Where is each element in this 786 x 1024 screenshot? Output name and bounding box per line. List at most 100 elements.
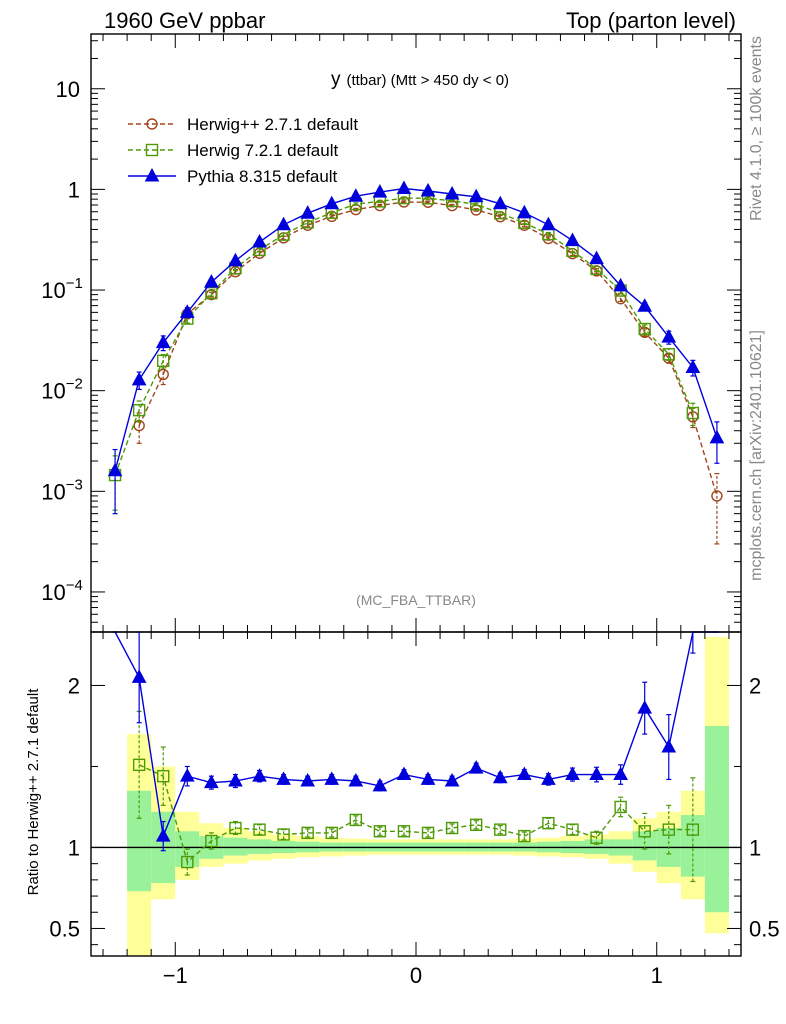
main-series-layer — [107, 180, 725, 545]
data-point-0 — [445, 821, 459, 835]
data-point-1 — [662, 348, 675, 361]
data-point-0 — [518, 829, 531, 843]
data-point-1 — [541, 771, 556, 785]
series-0 — [133, 196, 723, 545]
data-point-2 — [276, 216, 291, 231]
data-point-2 — [541, 216, 556, 231]
ratio-ytick-label-left-1: 1 — [68, 835, 80, 860]
data-point-1 — [132, 403, 146, 417]
data-point-1 — [492, 769, 508, 784]
data-point-2 — [709, 429, 725, 444]
data-point-1 — [155, 828, 171, 842]
data-point-1 — [661, 738, 677, 753]
main-ytick-label-5: 10 — [56, 77, 80, 102]
data-point-2 — [324, 195, 340, 210]
series-0 — [132, 710, 700, 883]
data-point-2 — [468, 188, 484, 203]
main-title: y (ttbar) (Mtt > 450 dy < 0) — [331, 69, 509, 90]
data-point-0 — [325, 826, 338, 840]
data-point-2 — [300, 205, 316, 219]
data-point-1 — [205, 287, 218, 300]
series-line-1 — [114, 197, 694, 476]
data-point-2 — [131, 371, 147, 386]
data-point-0 — [253, 823, 266, 836]
data-point-1 — [276, 771, 291, 785]
ratio-ytick-label-left-2: 2 — [68, 673, 80, 698]
data-point-2 — [637, 298, 653, 312]
main-ytick-base: 10 — [41, 580, 65, 605]
main-ytick-label-3: 10−1 — [41, 275, 83, 303]
band-green — [247, 839, 272, 854]
data-point-1 — [348, 772, 364, 787]
data-point-0 — [301, 826, 314, 840]
data-point-0 — [614, 800, 627, 814]
ratio-ylabel: Ratio to Herwig++ 2.7.1 default — [25, 688, 42, 896]
data-point-2 — [444, 185, 460, 200]
data-point-2 — [252, 233, 267, 248]
main-ytick-label-0: 10−4 — [41, 577, 83, 605]
data-point-0 — [132, 758, 146, 772]
data-point-0 — [494, 823, 507, 836]
main-ytick-exp: −3 — [66, 476, 83, 493]
data-point-1 — [686, 406, 700, 420]
data-point-1 — [324, 771, 340, 785]
legend-marker-0 — [146, 118, 158, 130]
ratio-xtick-label-0: −1 — [163, 963, 188, 988]
data-point-2 — [155, 334, 171, 349]
series-1 — [108, 191, 700, 511]
legend: Herwig++ 2.7.1 default Herwig 7.2.1 defau… — [128, 115, 358, 186]
data-point-2 — [420, 182, 436, 197]
series-2 — [107, 180, 725, 515]
legend-label-1: Herwig 7.2.1 default — [187, 141, 338, 160]
header-right: Top (parton level) — [566, 8, 736, 33]
data-point-0 — [373, 825, 387, 838]
data-point-2 — [228, 252, 243, 267]
main-ytick-exp: −2 — [66, 376, 83, 393]
legend-marker-2 — [144, 167, 160, 182]
data-point-2 — [372, 184, 388, 198]
data-point-1 — [468, 760, 484, 774]
data-point-2 — [589, 250, 604, 265]
data-point-1 — [300, 772, 316, 787]
data-point-1 — [396, 766, 412, 781]
data-point-2 — [107, 462, 123, 477]
data-point-0 — [590, 831, 603, 844]
rivet-label: Rivet 4.1.0, ≥ 100k events — [748, 36, 765, 221]
data-point-0 — [566, 823, 579, 836]
data-point-1 — [131, 669, 147, 683]
data-point-1 — [613, 766, 628, 781]
ratio-xtick-label-2: 1 — [651, 963, 663, 988]
ratio-frame — [90, 631, 742, 957]
data-point-0 — [205, 834, 218, 848]
legend-label-2: Pythia 8.315 default — [187, 167, 338, 186]
data-point-1 — [204, 774, 219, 789]
data-point-2 — [179, 304, 195, 318]
main-ytick-base: 10 — [41, 278, 65, 303]
legend-marker-1 — [145, 143, 159, 157]
legend-label-0: Herwig++ 2.7.1 default — [187, 115, 358, 134]
data-point-1 — [589, 766, 604, 781]
data-point-0 — [277, 828, 290, 841]
ratio-ytick-label-left-0: 0.5 — [49, 916, 80, 941]
data-point-0 — [638, 825, 651, 838]
data-point-0 — [421, 826, 435, 840]
data-point-1 — [252, 768, 267, 782]
main-ytick-label-1: 10−3 — [41, 476, 83, 504]
data-point-2 — [348, 188, 364, 202]
data-point-2 — [613, 277, 628, 292]
main-title-rest: (ttbar) (Mtt > 450 dy < 0) — [346, 72, 509, 89]
ratio-series-layer — [112, 631, 720, 883]
watermark: (MC_FBA_TTBAR) — [356, 592, 476, 608]
data-point-1 — [638, 322, 651, 336]
data-point-2 — [204, 274, 219, 288]
data-point-1 — [565, 766, 580, 781]
main-ytick-label-4: 1 — [68, 177, 80, 202]
ratio-ytick-label-right-0: 0.5 — [749, 916, 780, 941]
data-point-0 — [157, 368, 169, 381]
data-point-0 — [157, 769, 170, 783]
data-point-0 — [469, 818, 483, 831]
band-green — [223, 837, 248, 856]
data-point-0 — [711, 490, 723, 502]
ratio-xtick-label-1: 0 — [410, 963, 422, 988]
